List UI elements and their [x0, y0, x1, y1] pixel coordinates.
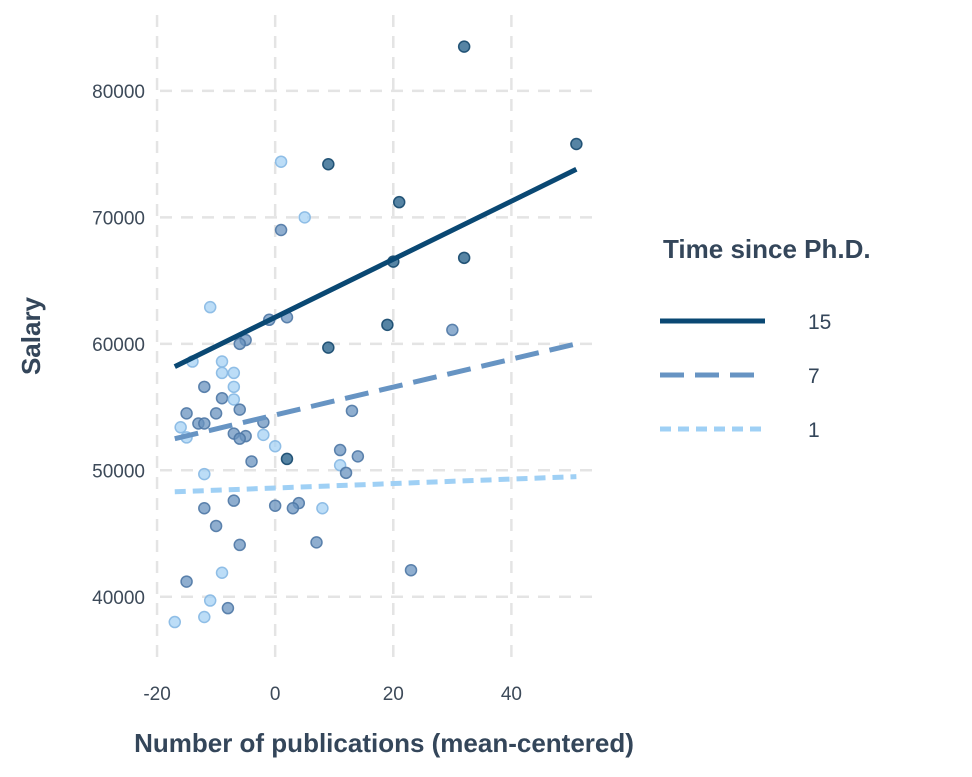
scatter-points	[168, 40, 583, 629]
data-point	[198, 380, 211, 394]
data-point	[333, 443, 347, 457]
data-point	[310, 536, 323, 549]
data-point	[215, 391, 229, 405]
data-point	[339, 466, 353, 480]
data-point	[209, 407, 223, 420]
data-point	[268, 440, 282, 453]
data-point	[268, 499, 282, 512]
data-point	[381, 318, 394, 332]
data-point	[203, 300, 217, 314]
x-tick-label: 20	[383, 684, 404, 705]
data-point	[274, 155, 288, 168]
y-axis-ticks: 40000 50000 60000 70000 80000	[92, 82, 145, 609]
data-point	[198, 467, 211, 481]
data-point	[215, 366, 229, 380]
data-point	[227, 494, 241, 507]
data-point	[233, 538, 246, 552]
legend-label-1: 1	[808, 419, 820, 442]
y-axis-title: Salary	[16, 296, 46, 375]
data-point	[322, 341, 335, 354]
data-point	[168, 615, 182, 629]
data-point	[316, 501, 329, 515]
data-point	[392, 195, 406, 209]
data-point	[257, 428, 270, 442]
x-tick-label: 40	[501, 684, 522, 705]
x-axis-ticks: -20 0 20 40	[143, 684, 522, 705]
data-point	[274, 223, 288, 237]
y-tick-label: 70000	[92, 208, 145, 229]
data-point	[233, 403, 246, 416]
grid	[155, 15, 600, 660]
data-point	[345, 404, 359, 418]
legend-label-15: 15	[808, 311, 831, 334]
x-axis-title: Number of publications (mean-centered)	[134, 728, 634, 758]
data-point	[233, 337, 246, 351]
data-point	[198, 417, 211, 430]
y-tick-label: 60000	[92, 335, 145, 356]
data-point	[221, 601, 235, 615]
data-point	[570, 137, 583, 151]
data-point	[245, 455, 258, 468]
data-point	[286, 501, 300, 515]
data-point	[457, 251, 471, 265]
data-point	[174, 421, 187, 434]
data-point	[215, 566, 229, 579]
y-tick-label: 50000	[92, 461, 145, 482]
data-point	[227, 366, 241, 380]
data-point	[209, 519, 223, 533]
legend-label-7: 7	[808, 365, 820, 388]
data-point	[203, 594, 217, 607]
data-point	[351, 450, 365, 463]
y-tick-label: 80000	[92, 82, 145, 103]
y-tick-label: 40000	[92, 588, 145, 609]
data-point	[280, 452, 294, 466]
data-point	[457, 40, 471, 53]
data-point	[322, 157, 335, 171]
data-point	[298, 211, 311, 224]
regression-line-1	[174, 474, 577, 495]
data-point	[198, 501, 211, 515]
data-point	[180, 407, 193, 420]
x-tick-label: 0	[270, 684, 281, 705]
data-point	[198, 610, 211, 624]
legend-title: Time since Ph.D.	[663, 234, 871, 264]
data-point	[446, 323, 459, 337]
data-point	[404, 563, 418, 577]
data-point	[227, 393, 241, 406]
regression-lines	[173, 167, 578, 495]
data-point	[215, 355, 229, 368]
regression-line-15	[173, 167, 578, 369]
x-tick-label: -20	[143, 684, 170, 705]
data-point	[180, 575, 193, 588]
data-point	[233, 432, 246, 445]
data-point	[227, 380, 241, 394]
